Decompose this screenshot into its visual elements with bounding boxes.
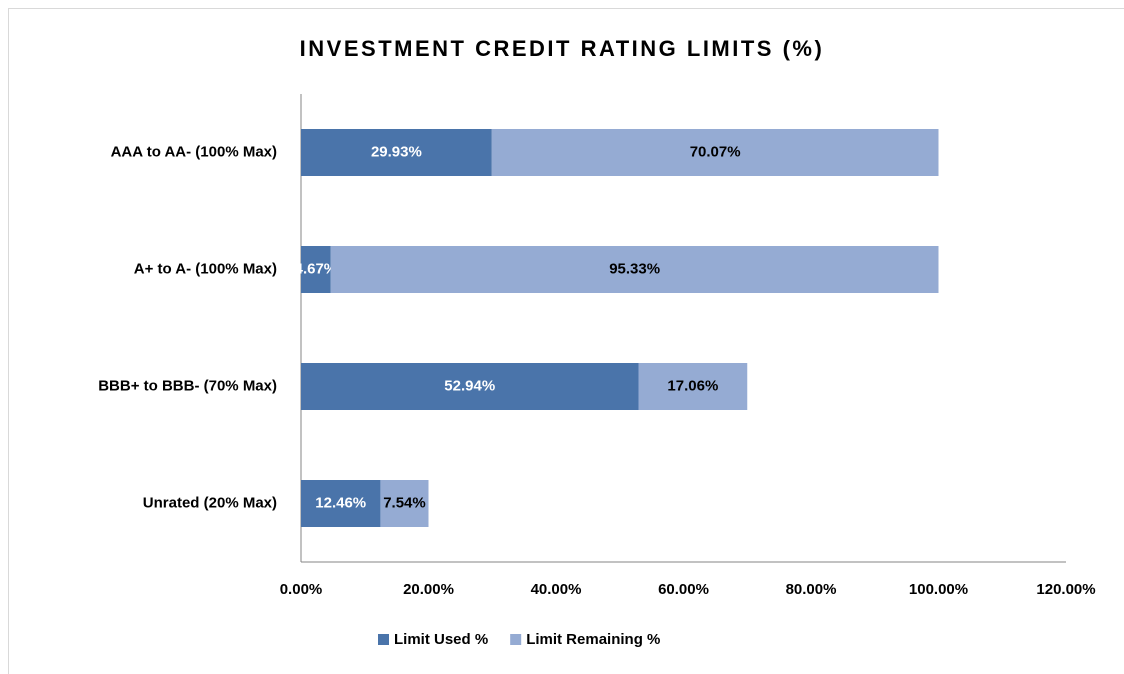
- bar-segment: [491, 129, 939, 176]
- x-tick-label: 60.00%: [658, 581, 709, 598]
- legend-label: Limit Remaining %: [526, 631, 660, 648]
- x-tick-label: 120.00%: [1036, 581, 1095, 598]
- x-tick-label: 40.00%: [531, 581, 582, 598]
- data-label: 7.54%: [383, 494, 426, 511]
- bar-segment: [301, 129, 492, 176]
- y-tick-label: BBB+ to BBB- (70% Max): [98, 377, 277, 394]
- bar-segment: [301, 363, 639, 410]
- chart-title: INVESTMENT CREDIT RATING LIMITS (%): [300, 36, 825, 61]
- y-tick-label: Unrated (20% Max): [143, 494, 277, 511]
- data-label: 52.94%: [444, 377, 495, 394]
- data-label: 12.46%: [315, 494, 366, 511]
- y-tick-label: A+ to A- (100% Max): [134, 260, 277, 277]
- legend-swatch: [510, 634, 522, 645]
- x-tick-label: 80.00%: [786, 581, 837, 598]
- legend-label: Limit Used %: [394, 631, 488, 648]
- data-label: 4.67%: [295, 260, 338, 277]
- bar-segment: [380, 480, 429, 527]
- bar-segment: [330, 246, 939, 293]
- bar-segment: [301, 480, 381, 527]
- legend-swatch: [378, 634, 389, 645]
- data-label: 17.06%: [667, 377, 718, 394]
- data-label: 29.93%: [371, 143, 422, 160]
- x-tick-label: 100.00%: [909, 581, 968, 598]
- x-tick-label: 0.00%: [280, 581, 323, 598]
- data-label: 70.07%: [690, 143, 741, 160]
- chart-frame: [8, 8, 1124, 674]
- y-tick-label: AAA to AA- (100% Max): [111, 143, 277, 160]
- x-tick-label: 20.00%: [403, 581, 454, 598]
- bar-segment: [638, 363, 748, 410]
- data-label: 95.33%: [609, 260, 660, 277]
- bar-segment: [301, 246, 331, 293]
